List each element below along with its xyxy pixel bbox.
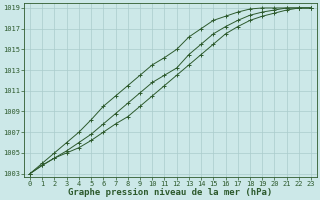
X-axis label: Graphe pression niveau de la mer (hPa): Graphe pression niveau de la mer (hPa) (68, 188, 273, 197)
